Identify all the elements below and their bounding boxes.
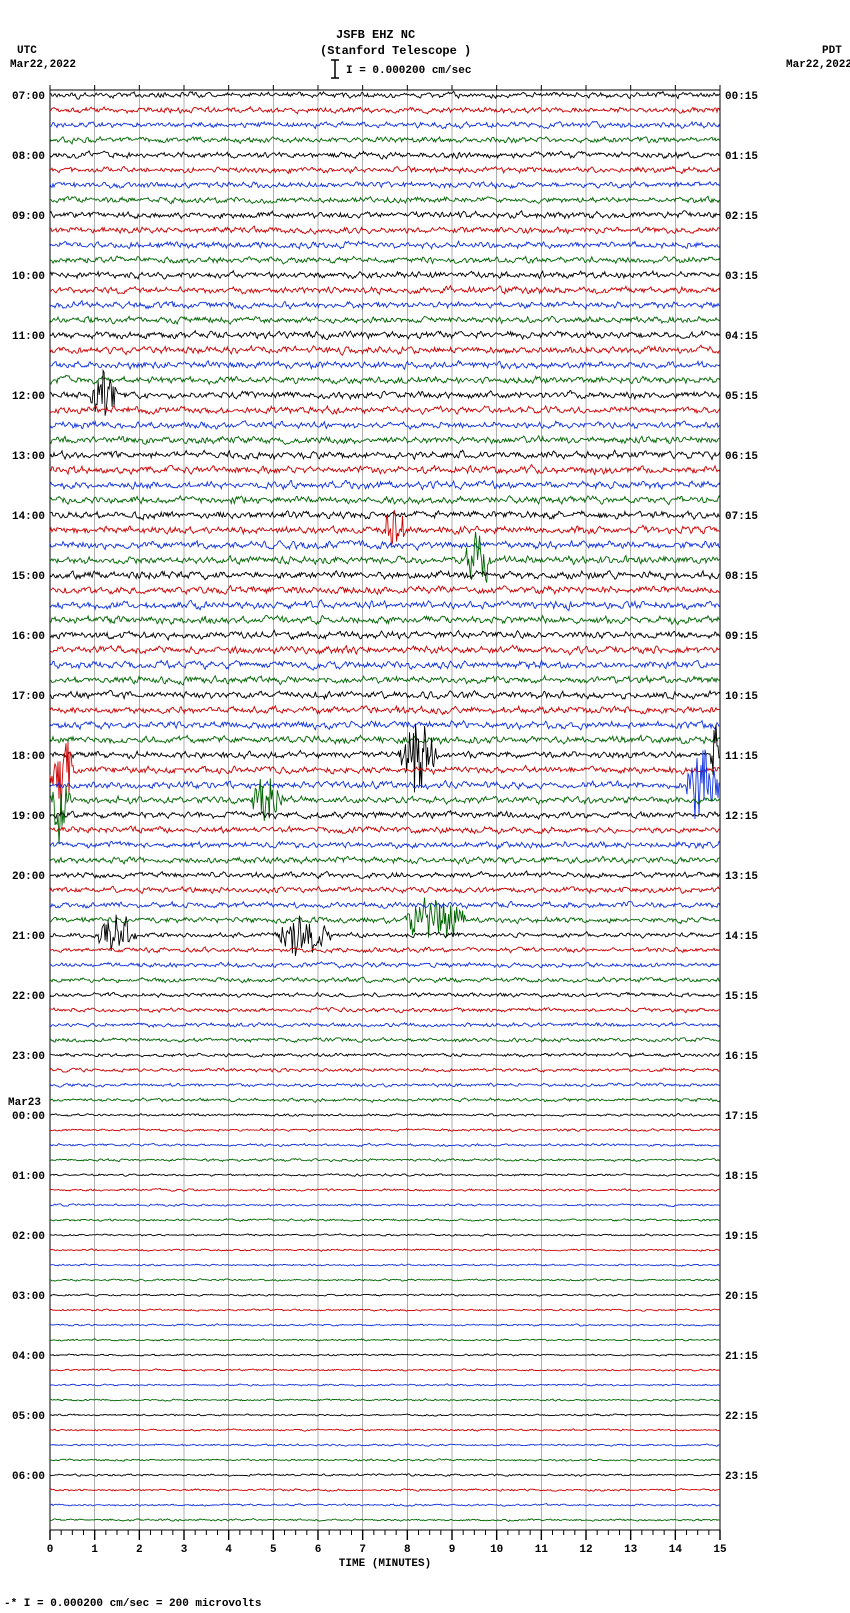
svg-text:5: 5 bbox=[270, 1544, 277, 1556]
utc-hour-label: 02:00 bbox=[12, 1231, 45, 1243]
footer-text: -* I = 0.000200 cm/sec = 200 microvolts bbox=[4, 1598, 261, 1610]
utc-hour-label: 09:00 bbox=[12, 211, 45, 223]
utc-hour-label: 14:00 bbox=[12, 511, 45, 523]
pdt-hour-label: 16:15 bbox=[725, 1051, 758, 1063]
pdt-hour-label: 14:15 bbox=[725, 931, 758, 943]
pdt-hour-label: 17:15 bbox=[725, 1111, 758, 1123]
svg-text:7: 7 bbox=[359, 1544, 366, 1556]
helicorder-wrap: JSFB EHZ NC (Stanford Telescope ) I = 0.… bbox=[0, 0, 850, 1613]
svg-text:2: 2 bbox=[136, 1544, 143, 1556]
pdt-hour-label: 21:15 bbox=[725, 1351, 758, 1363]
pdt-hour-label: 02:15 bbox=[725, 211, 758, 223]
svg-text:13: 13 bbox=[624, 1544, 638, 1556]
svg-text:0: 0 bbox=[47, 1544, 54, 1556]
utc-hour-label: 04:00 bbox=[12, 1351, 45, 1363]
pdt-hour-label: 00:15 bbox=[725, 91, 758, 103]
pdt-hour-label: 06:15 bbox=[725, 451, 758, 463]
utc-hour-label: 23:00 bbox=[12, 1051, 45, 1063]
utc-daybreak: Mar23 bbox=[8, 1097, 41, 1109]
utc-hour-label: 22:00 bbox=[12, 991, 45, 1003]
pdt-hour-label: 05:15 bbox=[725, 391, 758, 403]
pdt-hour-label: 09:15 bbox=[725, 631, 758, 643]
svg-text:3: 3 bbox=[181, 1544, 188, 1556]
svg-text:15: 15 bbox=[713, 1544, 727, 1556]
svg-text:1: 1 bbox=[91, 1544, 98, 1556]
svg-text:TIME (MINUTES): TIME (MINUTES) bbox=[339, 1558, 431, 1570]
svg-text:6: 6 bbox=[315, 1544, 322, 1556]
pdt-hour-label: 07:15 bbox=[725, 511, 758, 523]
utc-hour-label: 18:00 bbox=[12, 751, 45, 763]
pdt-hour-label: 20:15 bbox=[725, 1291, 758, 1303]
utc-hour-label: 11:00 bbox=[12, 331, 45, 343]
svg-text:11: 11 bbox=[535, 1544, 549, 1556]
helicorder-plot: 0123456789101112131415TIME (MINUTES)07:0… bbox=[0, 0, 850, 1613]
utc-hour-label: 16:00 bbox=[12, 631, 45, 643]
utc-hour-label: 15:00 bbox=[12, 571, 45, 583]
pdt-hour-label: 15:15 bbox=[725, 991, 758, 1003]
utc-hour-label: 10:00 bbox=[12, 271, 45, 283]
pdt-hour-label: 04:15 bbox=[725, 331, 758, 343]
utc-hour-label: 21:00 bbox=[12, 931, 45, 943]
pdt-hour-label: 19:15 bbox=[725, 1231, 758, 1243]
utc-hour-label: 20:00 bbox=[12, 871, 45, 883]
pdt-hour-label: 10:15 bbox=[725, 691, 758, 703]
pdt-hour-label: 18:15 bbox=[725, 1171, 758, 1183]
utc-hour-label: 03:00 bbox=[12, 1291, 45, 1303]
svg-text:12: 12 bbox=[579, 1544, 592, 1556]
utc-hour-label: 00:00 bbox=[12, 1111, 45, 1123]
pdt-hour-label: 03:15 bbox=[725, 271, 758, 283]
utc-hour-label: 01:00 bbox=[12, 1171, 45, 1183]
pdt-hour-label: 11:15 bbox=[725, 751, 758, 763]
utc-hour-label: 06:00 bbox=[12, 1471, 45, 1483]
svg-text:4: 4 bbox=[225, 1544, 232, 1556]
utc-hour-label: 19:00 bbox=[12, 811, 45, 823]
utc-hour-label: 05:00 bbox=[12, 1411, 45, 1423]
pdt-hour-label: 23:15 bbox=[725, 1471, 758, 1483]
utc-hour-label: 08:00 bbox=[12, 151, 45, 163]
pdt-hour-label: 12:15 bbox=[725, 811, 758, 823]
pdt-hour-label: 22:15 bbox=[725, 1411, 758, 1423]
utc-hour-label: 13:00 bbox=[12, 451, 45, 463]
utc-hour-label: 07:00 bbox=[12, 91, 45, 103]
pdt-hour-label: 13:15 bbox=[725, 871, 758, 883]
svg-text:9: 9 bbox=[449, 1544, 456, 1556]
svg-text:10: 10 bbox=[490, 1544, 503, 1556]
utc-hour-label: 12:00 bbox=[12, 391, 45, 403]
utc-hour-label: 17:00 bbox=[12, 691, 45, 703]
pdt-hour-label: 01:15 bbox=[725, 151, 758, 163]
svg-text:8: 8 bbox=[404, 1544, 411, 1556]
svg-text:14: 14 bbox=[669, 1544, 683, 1556]
pdt-hour-label: 08:15 bbox=[725, 571, 758, 583]
